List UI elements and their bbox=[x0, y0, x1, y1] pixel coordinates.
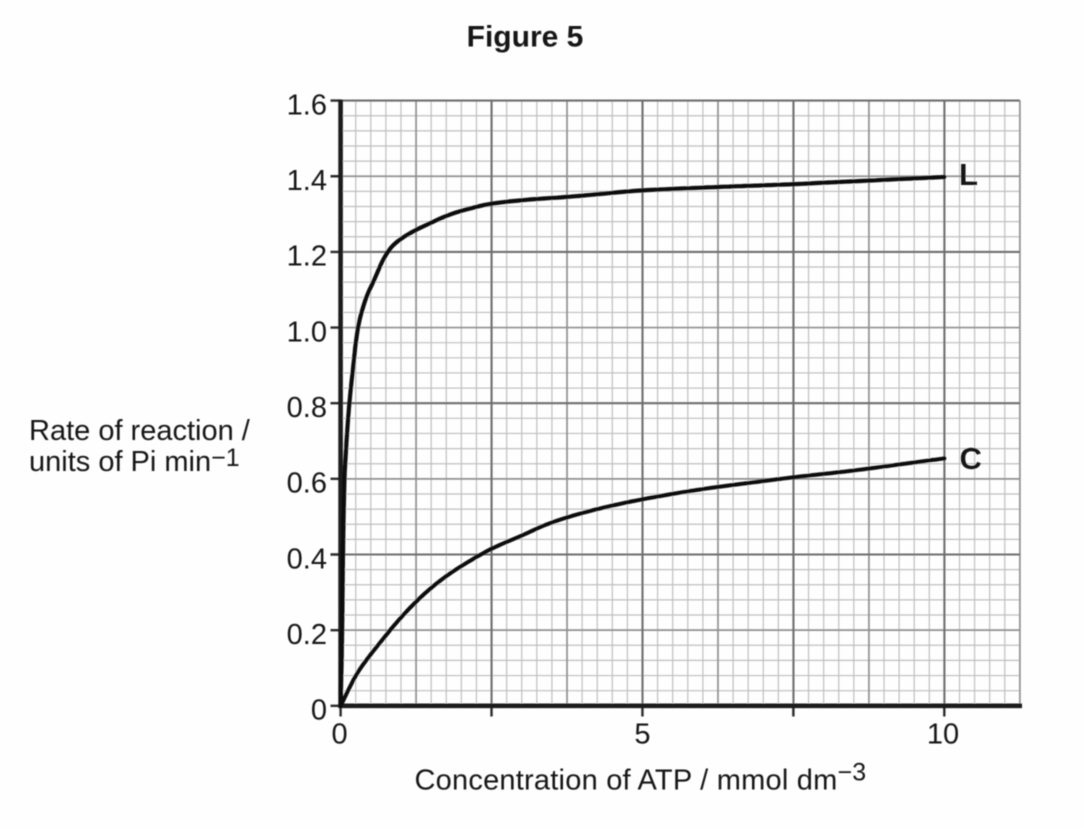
svg-text:1.0: 1.0 bbox=[287, 316, 327, 348]
svg-text:units of Pi min−1: units of Pi min−1 bbox=[29, 444, 240, 478]
svg-text:1.4: 1.4 bbox=[287, 165, 327, 197]
svg-text:Rate of reaction /: Rate of reaction / bbox=[29, 415, 251, 447]
svg-text:0.2: 0.2 bbox=[287, 619, 327, 651]
svg-text:L: L bbox=[959, 157, 978, 192]
svg-text:0: 0 bbox=[332, 719, 348, 751]
svg-text:10: 10 bbox=[927, 719, 959, 751]
svg-text:C: C bbox=[960, 441, 982, 476]
svg-text:0: 0 bbox=[311, 695, 327, 727]
svg-text:Figure 5: Figure 5 bbox=[467, 21, 584, 54]
svg-text:0.8: 0.8 bbox=[287, 392, 327, 424]
svg-text:5: 5 bbox=[634, 719, 650, 751]
svg-text:Concentration of ATP / mmol dm: Concentration of ATP / mmol dm−3 bbox=[415, 759, 867, 797]
svg-text:1.6: 1.6 bbox=[287, 89, 327, 121]
svg-text:0.4: 0.4 bbox=[287, 543, 327, 575]
svg-text:0.6: 0.6 bbox=[287, 468, 327, 500]
svg-text:1.2: 1.2 bbox=[287, 241, 327, 273]
